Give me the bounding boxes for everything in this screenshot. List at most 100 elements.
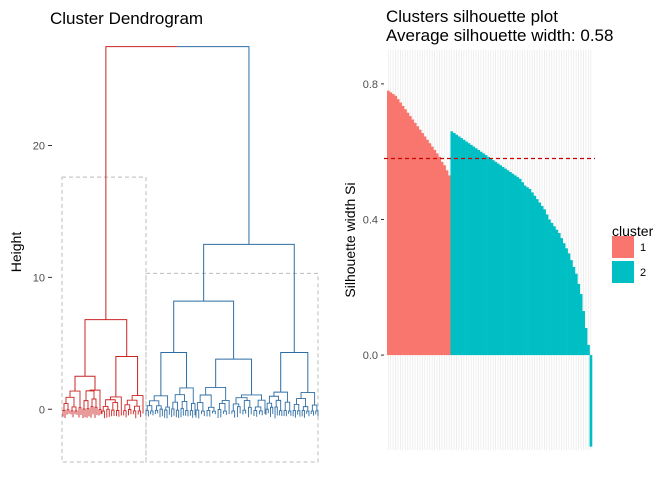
- silhouette-bar: [516, 177, 520, 356]
- silhouette-bar: [391, 94, 395, 356]
- dendrogram-branch: [279, 410, 283, 417]
- silhouette-bar: [489, 158, 493, 356]
- dendrogram-branch: [74, 375, 96, 392]
- silhouette-bar: [535, 199, 539, 356]
- dendrogram-branch: [128, 409, 132, 416]
- dendrogram-branch: [123, 410, 127, 418]
- silhouette-bar: [540, 205, 544, 356]
- silhouette-bar: [491, 160, 495, 356]
- dendrogram-branch: [315, 410, 319, 417]
- silhouette-bar: [572, 266, 576, 356]
- silhouette-bar: [589, 355, 593, 447]
- silhouette-bar: [523, 185, 527, 356]
- silhouette-bar: [462, 139, 466, 356]
- y-tick-label: 20: [33, 141, 45, 153]
- silhouette-bar: [435, 153, 439, 356]
- dendrogram-branch: [275, 399, 282, 411]
- silhouette-panel: Clusters silhouette plot Average silhoue…: [342, 7, 654, 450]
- dendrogram-branch: [243, 400, 251, 411]
- silhouette-bar: [509, 172, 512, 356]
- dendrogram-branch: [189, 410, 194, 418]
- silhouette-legend: cluster 1 2: [612, 223, 654, 283]
- silhouette-bar: [389, 92, 393, 356]
- dendrogram-branch: [78, 407, 82, 418]
- legend-title: cluster: [612, 223, 654, 239]
- dendrogram-branch: [242, 409, 247, 415]
- silhouette-bar: [450, 131, 454, 356]
- y-tick-label: 0.4: [363, 214, 378, 226]
- dendrogram-y-axis-label: Height: [8, 232, 24, 273]
- dendrogram-branch: [134, 405, 140, 411]
- silhouette-bar: [545, 214, 549, 356]
- silhouette-bar: [443, 165, 446, 356]
- dendrogram-branch: [165, 406, 170, 415]
- dendrogram-branch: [98, 409, 102, 416]
- silhouette-bar: [472, 146, 476, 356]
- dendrogram-tree: [62, 46, 319, 419]
- dendrogram-branch: [274, 406, 278, 419]
- silhouette-bar: [452, 133, 456, 356]
- silhouette-bar: [438, 156, 441, 356]
- silhouette-bar: [584, 327, 588, 356]
- silhouette-bar: [477, 150, 481, 356]
- dendrogram-branch: [150, 410, 154, 416]
- dendrogram-branch: [62, 409, 66, 418]
- silhouette-bar: [423, 136, 427, 356]
- dendrogram-branch: [302, 406, 309, 412]
- legend-swatch-2: [612, 261, 634, 283]
- dendrogram-branch: [296, 398, 307, 407]
- dendrogram-branch: [126, 399, 138, 407]
- silhouette-bar: [482, 153, 485, 356]
- dendrogram-branch: [175, 409, 180, 419]
- dendrogram-branch: [253, 410, 258, 417]
- dendrogram-branch: [105, 399, 116, 407]
- silhouette-bar: [562, 243, 566, 356]
- dendrogram-branch: [297, 410, 301, 417]
- silhouette-bar: [428, 143, 432, 356]
- dendrogram-branch: [149, 400, 160, 406]
- silhouette-bar: [565, 248, 568, 356]
- dendrogram-branch: [288, 410, 292, 416]
- silhouette-y-axis-label: Silhouette width Si: [342, 182, 358, 297]
- y-tick-label: 0: [39, 404, 45, 416]
- silhouette-bar: [445, 170, 449, 356]
- silhouette-bar: [560, 238, 564, 356]
- dendrogram-branch: [154, 409, 159, 415]
- dendrogram-branch: [172, 401, 178, 411]
- dendrogram-branch: [306, 410, 310, 417]
- silhouette-bar: [494, 161, 498, 356]
- silhouette-bar: [430, 146, 434, 356]
- dendrogram-branch: [91, 398, 97, 408]
- silhouette-bar: [506, 170, 510, 356]
- legend-swatch-1: [612, 236, 634, 258]
- dendrogram-branch: [180, 408, 184, 418]
- silhouette-bar: [469, 144, 473, 356]
- silhouette-bar: [543, 209, 546, 356]
- silhouette-bar: [404, 109, 407, 356]
- dendrogram-branch: [109, 396, 122, 416]
- dendrogram-branch: [301, 409, 305, 418]
- silhouette-bar: [567, 253, 571, 356]
- silhouette-bar: [387, 90, 390, 356]
- dendrogram-branch: [280, 352, 309, 393]
- dendrogram-branch: [82, 408, 86, 419]
- silhouette-bar: [484, 155, 488, 356]
- silhouette-bar: [474, 148, 478, 356]
- silhouette-bar: [552, 226, 556, 356]
- silhouette-bar: [526, 187, 529, 356]
- silhouette-bar: [433, 150, 437, 356]
- dendrogram-branch: [270, 406, 274, 417]
- silhouette-bars: [387, 90, 593, 447]
- dendrogram-branch: [191, 403, 196, 416]
- dendrogram-branch: [111, 409, 115, 417]
- silhouette-bar: [418, 129, 422, 356]
- dendrogram-branch: [201, 410, 205, 417]
- dendrogram-branch: [247, 406, 252, 418]
- dendrogram-branch: [65, 396, 75, 407]
- dendrogram-panel: Cluster Dendrogram Height 0 10 20: [8, 9, 319, 463]
- dendrogram-branch: [206, 409, 211, 417]
- dendrogram-branch: [266, 402, 273, 410]
- dendrogram-branch: [115, 356, 139, 397]
- dendrogram-root-branch: [177, 46, 250, 245]
- dendrogram-branch: [232, 403, 240, 412]
